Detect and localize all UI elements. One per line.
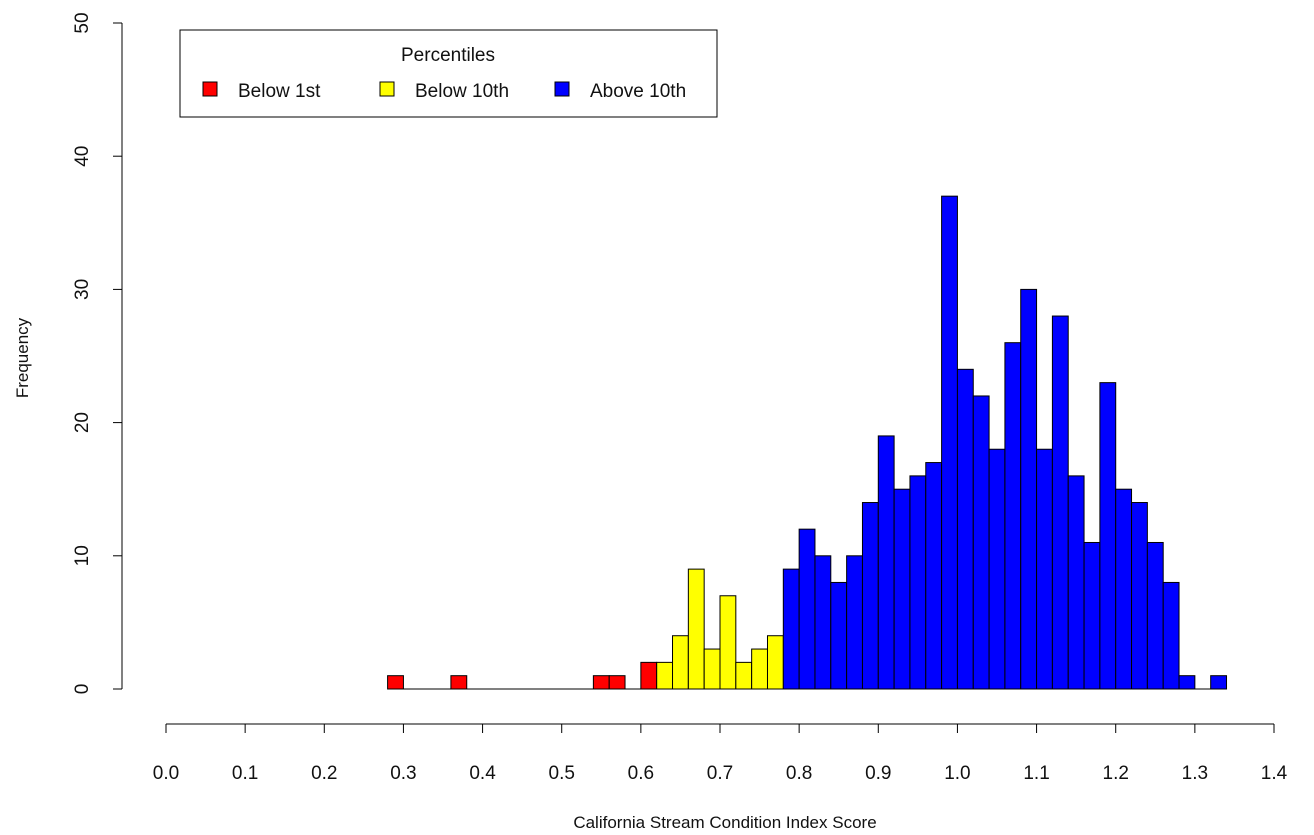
bar-above-10th xyxy=(798,528,816,690)
legend-title: Percentiles xyxy=(401,45,495,66)
bar-below-10th xyxy=(703,648,721,690)
bar-above-10th xyxy=(956,368,974,690)
bar-below-1st xyxy=(450,675,468,690)
y-tick-label: 0 xyxy=(72,684,93,695)
bar-above-10th xyxy=(1067,475,1085,690)
legend-label-below-1st: Below 1st xyxy=(238,81,321,102)
bar-below-10th xyxy=(751,648,768,690)
x-axis-title: California Stream Condition Index Score xyxy=(573,813,876,832)
bar-above-10th xyxy=(1020,288,1038,690)
x-tick-label: 0.8 xyxy=(786,763,812,784)
bar-above-10th xyxy=(1083,541,1101,690)
y-axis-title: Frequency xyxy=(13,317,32,398)
legend-box xyxy=(179,29,718,118)
x-tick-label: 0.7 xyxy=(707,763,733,784)
bar-above-10th xyxy=(1146,541,1164,690)
bar-above-10th xyxy=(909,475,927,690)
x-tick-label: 1.4 xyxy=(1261,763,1288,784)
x-axis: 0.0 0.1 0.2 0.3 0.4 0.5 0.6 0.7 0.8 0.9 1.0 1.1 1.2 1… xyxy=(153,723,1288,784)
x-tick-label: 0.6 xyxy=(628,763,654,784)
legend-label-below-10th: Below 10th xyxy=(415,81,509,102)
y-tick-label: 20 xyxy=(72,412,93,433)
bar-above-10th xyxy=(1210,675,1228,690)
bar-below-10th xyxy=(735,661,753,690)
bar-below-1st xyxy=(640,661,658,690)
bar-above-10th xyxy=(1178,675,1196,690)
legend: Percentiles Below 1st Below 10th Above 1… xyxy=(179,29,718,118)
bar-below-1st xyxy=(608,675,626,690)
bar-above-10th xyxy=(1115,488,1133,690)
x-tick-label: 1.1 xyxy=(1023,763,1049,784)
bar-above-10th xyxy=(972,395,990,690)
histogram-bars xyxy=(387,195,1228,690)
bar-below-10th xyxy=(672,635,689,690)
bar-above-10th xyxy=(846,555,863,690)
bar-above-10th xyxy=(1162,581,1180,690)
bar-above-10th xyxy=(1036,448,1053,690)
bar-above-10th xyxy=(941,195,958,690)
bar-above-10th xyxy=(877,435,895,690)
y-axis: 0 10 20 30 40 50 xyxy=(72,12,123,695)
x-tick-label: 0.3 xyxy=(390,763,416,784)
legend-swatch-below-1st xyxy=(202,81,218,97)
bar-above-10th xyxy=(782,568,800,690)
bar-above-10th xyxy=(1131,502,1148,690)
bar-above-10th xyxy=(830,581,848,690)
x-tick-label: 1.2 xyxy=(1103,763,1129,784)
x-tick-label: 0.9 xyxy=(865,763,891,784)
x-tick-label: 0.4 xyxy=(469,763,496,784)
bar-below-1st xyxy=(387,675,404,690)
legend-swatch-above-10th xyxy=(554,81,570,97)
x-tick-label: 1.0 xyxy=(944,763,970,784)
x-tick-label: 0.2 xyxy=(311,763,337,784)
bar-below-1st xyxy=(592,675,610,690)
bar-below-10th xyxy=(656,661,674,690)
y-tick-label: 50 xyxy=(72,12,93,33)
x-tick-label: 0.0 xyxy=(153,763,179,784)
bar-above-10th xyxy=(1099,382,1117,690)
x-tick-label: 0.1 xyxy=(232,763,258,784)
bar-below-10th xyxy=(766,635,784,690)
bar-below-10th xyxy=(687,568,705,690)
y-tick-label: 10 xyxy=(72,545,93,566)
y-tick-label: 30 xyxy=(72,279,93,300)
legend-label-above-10th: Above 10th xyxy=(590,81,686,102)
bar-above-10th xyxy=(925,462,943,690)
x-tick-label: 0.5 xyxy=(549,763,575,784)
bar-above-10th xyxy=(1004,342,1022,690)
legend-swatch-below-10th xyxy=(379,81,395,97)
bar-above-10th xyxy=(893,488,911,690)
y-tick-label: 40 xyxy=(72,146,93,167)
bar-above-10th xyxy=(861,502,879,690)
bar-above-10th xyxy=(988,448,1006,690)
bar-above-10th xyxy=(1051,315,1069,690)
bar-above-10th xyxy=(814,555,832,690)
x-tick-label: 1.3 xyxy=(1182,763,1208,784)
bar-below-10th xyxy=(719,595,737,690)
